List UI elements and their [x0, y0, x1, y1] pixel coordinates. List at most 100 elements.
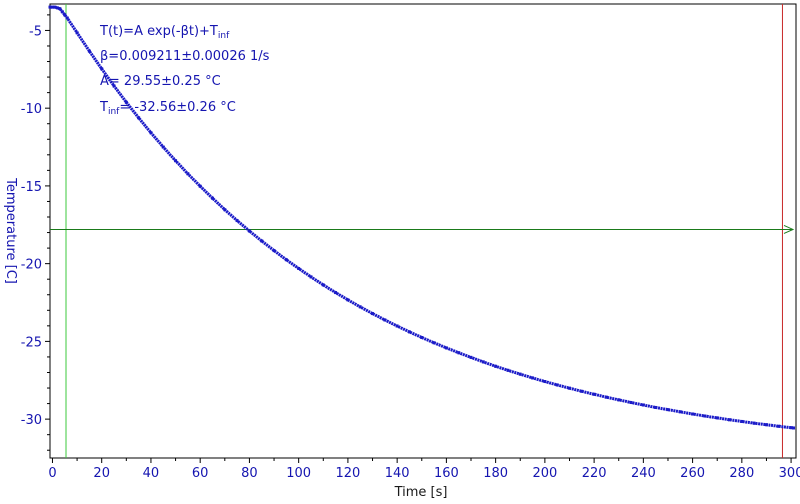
- data-point: [494, 364, 498, 368]
- data-point: [641, 403, 645, 407]
- data-point: [678, 410, 682, 414]
- data-point: [752, 421, 756, 425]
- data-point: [407, 330, 411, 334]
- data-point: [223, 208, 227, 212]
- data-point: [654, 405, 658, 409]
- data-point: [58, 7, 62, 11]
- data-series: [48, 5, 796, 430]
- data-point: [63, 13, 67, 17]
- x-tick-label: 160: [434, 466, 459, 481]
- fit-annotation: T(t)=A exp(-βt)+Tinf β=0.009211±0.00026 …: [99, 24, 270, 117]
- data-point: [161, 145, 165, 149]
- data-point: [666, 408, 670, 412]
- y-tick-label: -10: [21, 102, 42, 117]
- x-tick-label: 80: [241, 466, 258, 481]
- x-tick-label: 280: [729, 466, 754, 481]
- data-point: [371, 312, 375, 316]
- data-point: [149, 131, 153, 135]
- data-point: [346, 298, 350, 302]
- data-point: [444, 346, 448, 350]
- data-point: [112, 84, 116, 88]
- data-point: [297, 266, 301, 270]
- data-point: [53, 5, 57, 9]
- data-curve: [50, 5, 794, 430]
- data-point: [55, 6, 59, 10]
- data-point: [531, 376, 535, 380]
- y-axis-title: Temperature [C]: [3, 177, 18, 284]
- x-tick-label: 40: [143, 466, 160, 481]
- data-point: [247, 229, 251, 233]
- data-point: [186, 172, 190, 176]
- x-tick-label: 20: [93, 466, 110, 481]
- data-point: [728, 418, 732, 422]
- data-point: [395, 324, 399, 328]
- data-point: [334, 291, 338, 295]
- data-point: [580, 389, 584, 393]
- data-point: [87, 49, 91, 53]
- data-point: [691, 412, 695, 416]
- data-point: [210, 196, 214, 200]
- data-point: [420, 336, 424, 340]
- data-point: [235, 219, 239, 223]
- x-tick-label: 0: [48, 466, 56, 481]
- data-point: [703, 414, 707, 418]
- y-tick-label: -20: [21, 258, 42, 273]
- data-point: [50, 5, 54, 9]
- plot-frame: [49, 3, 797, 459]
- data-point: [65, 16, 69, 20]
- data-point: [48, 5, 52, 9]
- x-tick-label: 100: [286, 466, 311, 481]
- data-point: [174, 159, 178, 163]
- data-point: [518, 372, 522, 376]
- data-point: [198, 184, 202, 188]
- x-axis: 0 20 40 60 80 100 120 140 160 180 200 220 240 260 280 3…: [48, 458, 800, 481]
- fit-tinf: Tinf= -32.56±0.26 °C: [99, 100, 236, 117]
- data-point: [555, 383, 559, 387]
- data-point: [432, 341, 436, 345]
- data-point: [764, 423, 768, 427]
- y-axis: -5 -10 -15 -20 -25 -30: [21, 14, 50, 451]
- data-point: [100, 67, 104, 71]
- data-point: [260, 239, 264, 243]
- data-point: [715, 416, 719, 420]
- y-tick-label: -30: [21, 413, 42, 428]
- data-point: [284, 258, 288, 262]
- x-tick-label: 60: [192, 466, 209, 481]
- data-point: [506, 368, 510, 372]
- data-point: [592, 392, 596, 396]
- x-tick-label: 140: [385, 466, 410, 481]
- data-point: [777, 424, 781, 428]
- y-tick-label: -25: [21, 335, 42, 350]
- data-point: [792, 426, 796, 430]
- data-point: [567, 386, 571, 390]
- data-point: [358, 305, 362, 309]
- x-tick-label: 300: [779, 466, 800, 481]
- threshold-arrow-icon: [783, 224, 795, 234]
- x-tick-label: 240: [631, 466, 656, 481]
- data-point: [469, 355, 473, 359]
- data-point: [321, 283, 325, 287]
- data-point: [272, 249, 276, 253]
- data-point: [740, 419, 744, 423]
- x-tick-label: 220: [582, 466, 607, 481]
- fit-formula: T(t)=A exp(-βt)+Tinf: [99, 24, 230, 41]
- marker-lines: [50, 4, 795, 458]
- data-point: [60, 10, 64, 14]
- data-point: [457, 351, 461, 355]
- data-point: [309, 275, 313, 279]
- x-tick-label: 120: [335, 466, 360, 481]
- data-point: [604, 395, 608, 399]
- data-point: [629, 400, 633, 404]
- data-point: [75, 31, 79, 35]
- x-tick-label: 260: [680, 466, 705, 481]
- data-point: [617, 398, 621, 402]
- x-tick-label: 180: [483, 466, 508, 481]
- data-point: [383, 318, 387, 322]
- x-tick-label: 200: [532, 466, 557, 481]
- y-tick-label: -5: [29, 24, 42, 39]
- data-point: [137, 116, 141, 120]
- fit-beta: β=0.009211±0.00026 1/s: [100, 49, 270, 64]
- x-axis-title: Time [s]: [394, 485, 448, 500]
